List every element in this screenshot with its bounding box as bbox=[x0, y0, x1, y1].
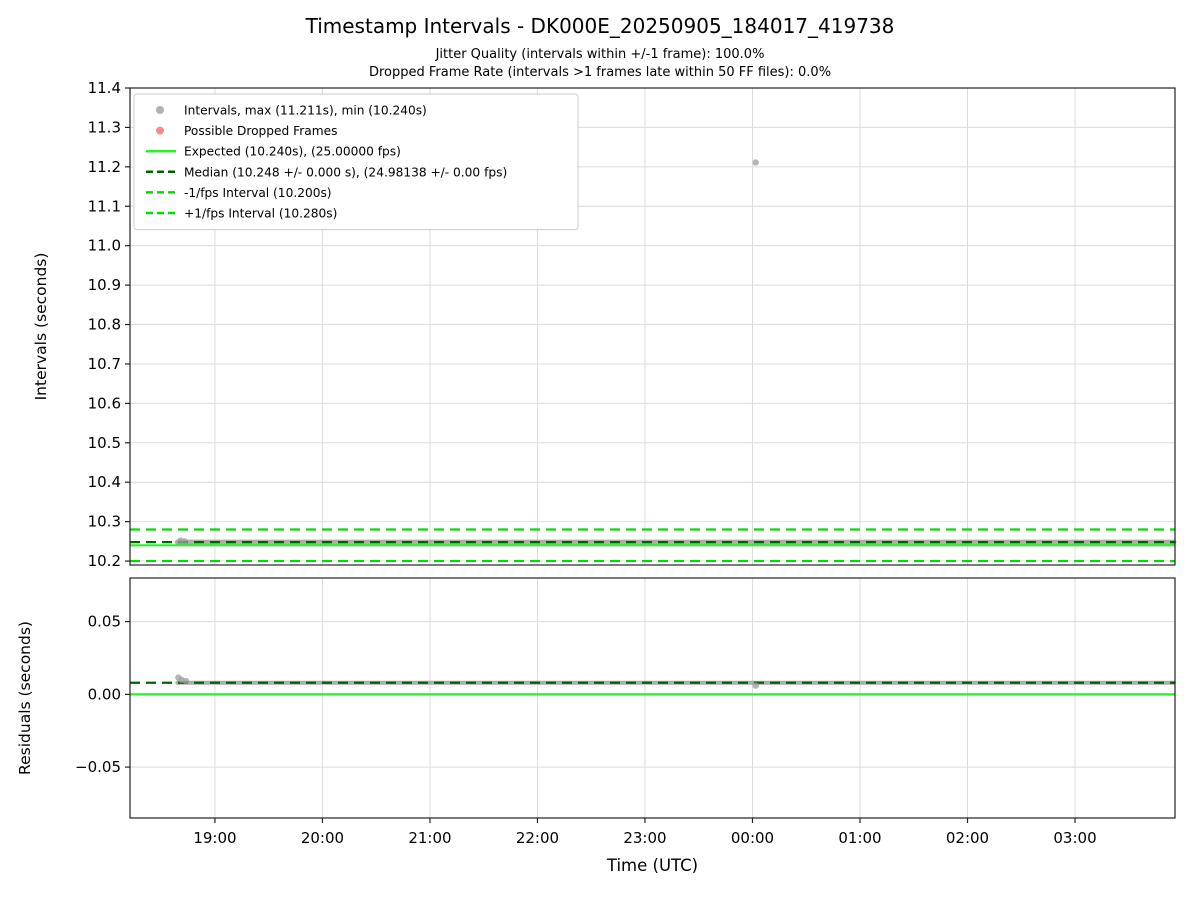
legend-label: Possible Dropped Frames bbox=[184, 124, 337, 138]
xtick-label: 02:00 bbox=[946, 829, 989, 847]
residuals-gridlines bbox=[130, 578, 1175, 818]
intervals-ytick-label: 10.7 bbox=[88, 355, 121, 373]
legend-label: +1/fps Interval (10.280s) bbox=[184, 207, 337, 221]
residuals-point bbox=[752, 682, 759, 689]
chart-title: Timestamp Intervals - DK000E_20250905_18… bbox=[305, 14, 895, 38]
residuals-ytick-label: 0.00 bbox=[88, 685, 121, 703]
xtick-label: 23:00 bbox=[623, 829, 666, 847]
xtick-label: 20:00 bbox=[301, 829, 344, 847]
intervals-ytick-label: 10.4 bbox=[88, 473, 121, 491]
legend-label: Expected (10.240s), (25.00000 fps) bbox=[184, 145, 401, 159]
subtitle-jitter-quality: Jitter Quality (intervals within +/-1 fr… bbox=[435, 47, 765, 62]
xtick-label: 00:00 bbox=[731, 829, 774, 847]
legend-entry: Median (10.248 +/- 0.000 s), (24.98138 +… bbox=[146, 165, 507, 179]
intervals-point bbox=[752, 159, 759, 166]
intervals-ytick-label: 10.8 bbox=[88, 316, 121, 334]
intervals-ytick-label: 10.3 bbox=[88, 513, 121, 531]
xtick-label: 21:00 bbox=[408, 829, 451, 847]
intervals-ytick-label: 11.4 bbox=[88, 79, 121, 97]
intervals-ytick-label: 10.5 bbox=[88, 434, 121, 452]
panel-intervals: 10.2 10.3 10.4 10.5 10.6 10.7 10.8 10.9 11.0 11.1… bbox=[32, 79, 1177, 570]
intervals-ytick-label: 11.2 bbox=[88, 158, 121, 176]
xtick-label: 01:00 bbox=[838, 829, 881, 847]
residuals-ytick-label: −0.05 bbox=[75, 758, 121, 776]
legend-entry: Intervals, max (11.211s), min (10.240s) bbox=[156, 104, 427, 118]
legend: Intervals, max (11.211s), min (10.240s) P… bbox=[133, 93, 579, 231]
legend-entry: +1/fps Interval (10.280s) bbox=[146, 207, 337, 221]
subtitle-dropped-frame-rate: Dropped Frame Rate (intervals >1 frames … bbox=[368, 65, 832, 80]
intervals-ytick-label: 10.2 bbox=[88, 552, 121, 570]
panel-residuals: 0.05 0.00 −0.05 19:00 20:00 21:00 22:00 23:00 00… bbox=[16, 577, 1176, 875]
legend-label: Intervals, max (11.211s), min (10.240s) bbox=[184, 104, 427, 118]
intervals-ytick-label: 11.0 bbox=[88, 237, 121, 255]
intervals-ytick-label: 10.6 bbox=[88, 394, 121, 412]
intervals-point bbox=[181, 538, 189, 545]
xtick-label: 22:00 bbox=[516, 829, 559, 847]
legend-box bbox=[133, 93, 579, 231]
residuals-point bbox=[182, 677, 190, 685]
legend-label: Median (10.248 +/- 0.000 s), (24.98138 +… bbox=[184, 165, 507, 179]
residuals-axes-frame bbox=[129, 577, 1176, 819]
legend-entry: Possible Dropped Frames bbox=[156, 124, 337, 138]
intervals-ytick-label: 10.9 bbox=[88, 276, 121, 294]
legend-label: -1/fps Interval (10.200s) bbox=[184, 186, 332, 200]
legend-entry: Expected (10.240s), (25.00000 fps) bbox=[146, 145, 401, 159]
intervals-ytick-label: 11.3 bbox=[88, 118, 121, 136]
legend-entry: -1/fps Interval (10.200s) bbox=[146, 186, 332, 200]
xtick-label: 19:00 bbox=[193, 829, 236, 847]
x-axis-label: Time (UTC) bbox=[606, 856, 698, 875]
intervals-axes-frame bbox=[129, 87, 1176, 566]
intervals-ytick-label: 11.1 bbox=[88, 197, 121, 215]
intervals-y-axis-label: Intervals (seconds) bbox=[32, 253, 50, 401]
residuals-ytick-label: 0.05 bbox=[88, 613, 121, 631]
residuals-y-axis-label: Residuals (seconds) bbox=[16, 621, 34, 775]
legend-marker-points bbox=[156, 106, 164, 114]
xtick-label: 03:00 bbox=[1053, 829, 1096, 847]
legend-marker-dropped bbox=[156, 126, 164, 135]
